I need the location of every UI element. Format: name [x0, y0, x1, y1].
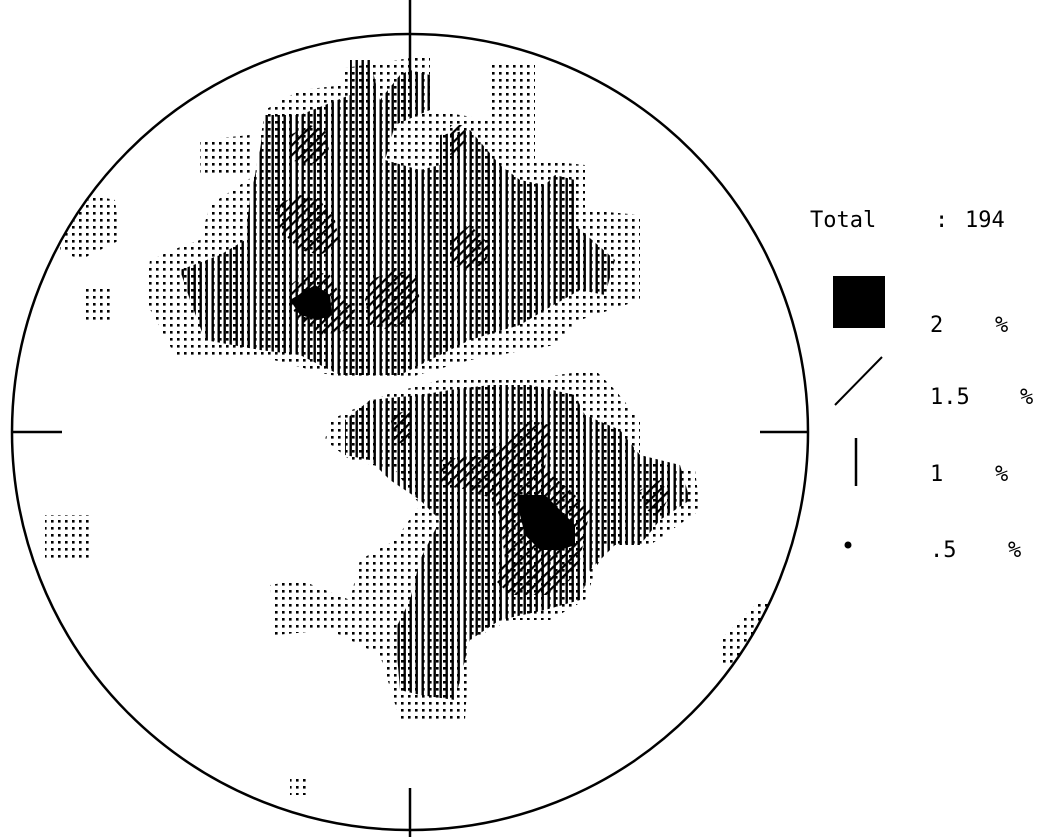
legend-unit: %: [995, 462, 1008, 487]
legend-item-1-percent: 1 %: [854, 438, 1008, 487]
legend-unit: %: [1020, 385, 1033, 410]
legend-value: 2: [930, 313, 943, 338]
dot-swatch: [844, 541, 852, 549]
legend-item-2-percent: 2 %: [833, 276, 1008, 338]
legend: Total : 194 2 % 1.5 % 1 % .5 %: [810, 208, 1033, 563]
cardinal-ticks: [12, 0, 808, 837]
contour-two-percent: [290, 285, 575, 550]
diagonal-stroke-swatch: [834, 356, 883, 406]
density-contours: [45, 55, 780, 795]
total-label: Total: [810, 208, 876, 233]
total-separator: :: [935, 208, 948, 233]
legend-item-0-5-percent: .5 %: [844, 538, 1021, 563]
total-value: 194: [965, 208, 1005, 233]
legend-unit: %: [995, 313, 1008, 338]
legend-unit: %: [1008, 538, 1021, 563]
legend-value: 1.5: [930, 385, 970, 410]
contour-one-and-half-percent: [275, 125, 670, 595]
legend-value: 1: [930, 462, 943, 487]
solid-square-swatch: [833, 276, 885, 328]
legend-item-1-5-percent: 1.5 %: [834, 356, 1033, 410]
legend-value: .5: [930, 538, 957, 563]
